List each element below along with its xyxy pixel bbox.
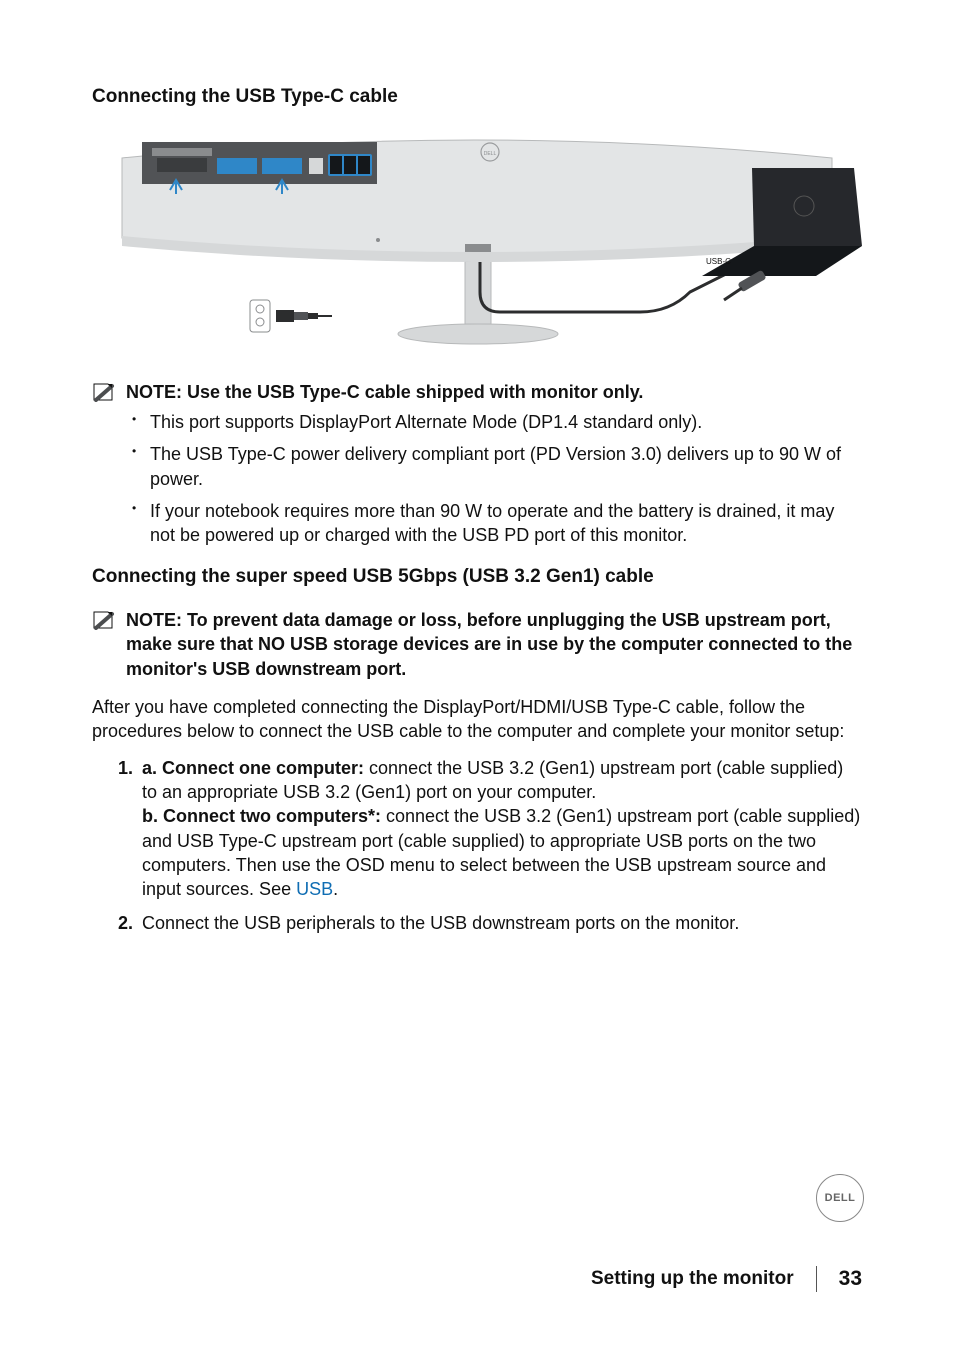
step-1: a. Connect one computer: connect the USB… bbox=[118, 756, 862, 902]
diagram-svg: DELL USB-C bbox=[92, 128, 862, 358]
step-2: Connect the USB peripherals to the USB d… bbox=[118, 911, 862, 935]
body-paragraph: After you have completed connecting the … bbox=[92, 695, 862, 744]
bullet-list: This port supports DisplayPort Alternate… bbox=[92, 410, 862, 547]
heading-connecting-usb-c: Connecting the USB Type-C cable bbox=[92, 85, 862, 110]
heading-connecting-usb32: Connecting the super speed USB 5Gbps (US… bbox=[92, 565, 862, 590]
step-1a-label: a. Connect one computer: bbox=[142, 758, 364, 778]
note-icon bbox=[92, 610, 116, 630]
bullet-item: The USB Type-C power delivery compliant … bbox=[150, 442, 862, 491]
note-2-text: NOTE: To prevent data damage or loss, be… bbox=[126, 608, 862, 681]
bullet-item: If your notebook requires more than 90 W… bbox=[150, 499, 862, 548]
footer-page-number: 33 bbox=[839, 1267, 862, 1291]
svg-text:USB-C: USB-C bbox=[706, 257, 731, 266]
step-2-text: Connect the USB peripherals to the USB d… bbox=[142, 913, 739, 933]
step-1b-text-post: . bbox=[333, 879, 338, 899]
page-footer: Setting up the monitor 33 bbox=[591, 1266, 862, 1292]
dell-logo-text: DELL bbox=[825, 1192, 856, 1204]
usb-link[interactable]: USB bbox=[296, 879, 333, 899]
note-row-1: NOTE: Use the USB Type-C cable shipped w… bbox=[92, 380, 862, 404]
dell-logo-badge: DELL bbox=[816, 1174, 864, 1222]
bullet-item: This port supports DisplayPort Alternate… bbox=[150, 410, 862, 434]
note-icon bbox=[92, 382, 116, 402]
footer-separator bbox=[816, 1266, 817, 1292]
page: Connecting the USB Type-C cable bbox=[0, 0, 954, 1352]
svg-text:DELL: DELL bbox=[484, 151, 497, 157]
figure-usb-c-connection: DELL USB-C bbox=[92, 128, 862, 358]
footer-section: Setting up the monitor bbox=[591, 1268, 794, 1290]
steps-list: a. Connect one computer: connect the USB… bbox=[118, 756, 862, 936]
note-1-text: NOTE: Use the USB Type-C cable shipped w… bbox=[126, 380, 862, 404]
note-row-2: NOTE: To prevent data damage or loss, be… bbox=[92, 608, 862, 681]
step-1b-label: b. Connect two computers*: bbox=[142, 806, 381, 826]
